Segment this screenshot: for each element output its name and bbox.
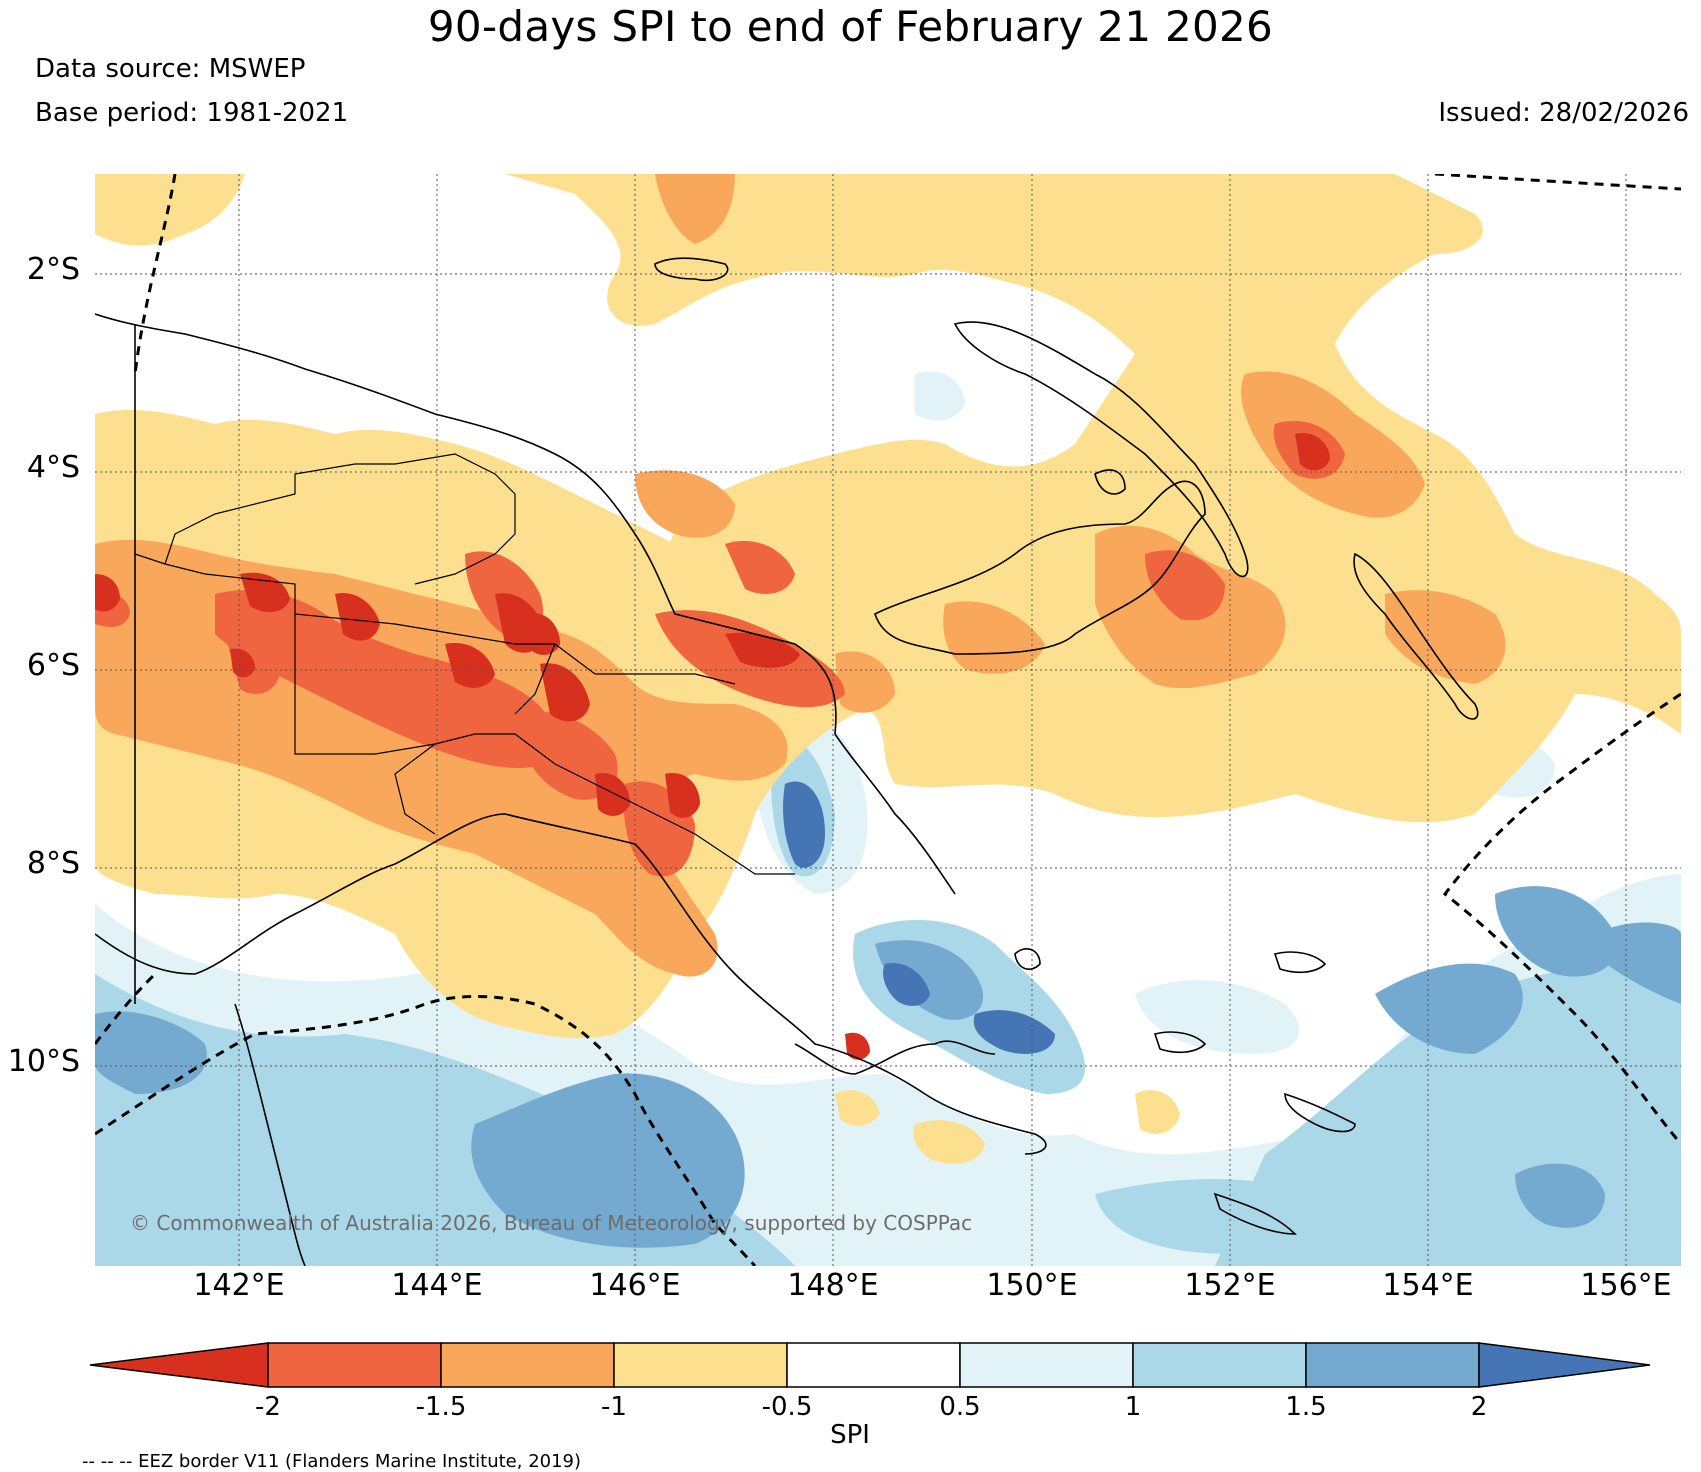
lon-label-150e: 150°E <box>986 1268 1078 1303</box>
lat-label-2s: 2°S <box>26 252 80 287</box>
province-borders <box>134 453 795 875</box>
spi-map: © Commonwealth of Australia 2026, Bureau… <box>95 174 1681 1266</box>
colorbar-tick-label: 1.5 <box>1285 1392 1327 1422</box>
coastlines <box>95 257 1479 1266</box>
colorbar-tick-label: 2 <box>1470 1392 1488 1422</box>
map-title: 90-days SPI to end of February 21 2026 <box>427 2 1274 51</box>
colorbar-extend-high <box>1478 1342 1650 1388</box>
colorbar <box>90 1342 1650 1388</box>
lat-label-6s: 6°S <box>26 648 80 683</box>
lat-label-8s: 8°S <box>26 846 80 881</box>
colorbar-tick-label: -1.5 <box>415 1392 467 1422</box>
lon-label-144e: 144°E <box>391 1268 483 1303</box>
copyright-notice: © Commonwealth of Australia 2026, Bureau… <box>130 1211 972 1235</box>
colorbar-tick-label: -1 <box>601 1392 627 1422</box>
colorbar-extend-low <box>90 1342 269 1388</box>
lat-label-4s: 4°S <box>26 450 80 485</box>
colorbar-tick-label: 1 <box>1124 1392 1142 1422</box>
colorbar-segment <box>786 1342 961 1388</box>
lon-label-142e: 142°E <box>193 1268 285 1303</box>
colorbar-segment <box>959 1342 1134 1388</box>
colorbar-tick-label: -2 <box>255 1392 281 1422</box>
lon-label-146e: 146°E <box>589 1268 681 1303</box>
data-source-text: Data source: MSWEP <box>35 54 306 84</box>
colorbar-segment <box>1305 1342 1480 1388</box>
colorbar-segment <box>267 1342 442 1388</box>
eez-borders <box>95 174 1681 1266</box>
colorbar-segment <box>1132 1342 1307 1388</box>
colorbar-tick-label: 0.5 <box>939 1392 981 1422</box>
lon-label-152e: 152°E <box>1184 1268 1276 1303</box>
colorbar-label: SPI <box>830 1420 870 1450</box>
colorbar-segment <box>440 1342 615 1388</box>
graticule <box>95 174 1681 1266</box>
base-period-text: Base period: 1981-2021 <box>35 98 349 128</box>
lon-label-154e: 154°E <box>1382 1268 1474 1303</box>
lat-label-10s: 10°S <box>7 1044 80 1079</box>
issued-date-text: Issued: 28/02/2026 <box>1438 98 1689 128</box>
dry-anomaly-layer <box>95 174 1681 1164</box>
colorbar-segment <box>613 1342 788 1388</box>
colorbar-tick-label: -0.5 <box>761 1392 813 1422</box>
wet-anomaly-layer <box>95 371 1681 1266</box>
lon-label-156e: 156°E <box>1580 1268 1672 1303</box>
eez-border-note: -- -- -- EEZ border V11 (Flanders Marine… <box>82 1451 582 1472</box>
lon-label-148e: 148°E <box>787 1268 879 1303</box>
